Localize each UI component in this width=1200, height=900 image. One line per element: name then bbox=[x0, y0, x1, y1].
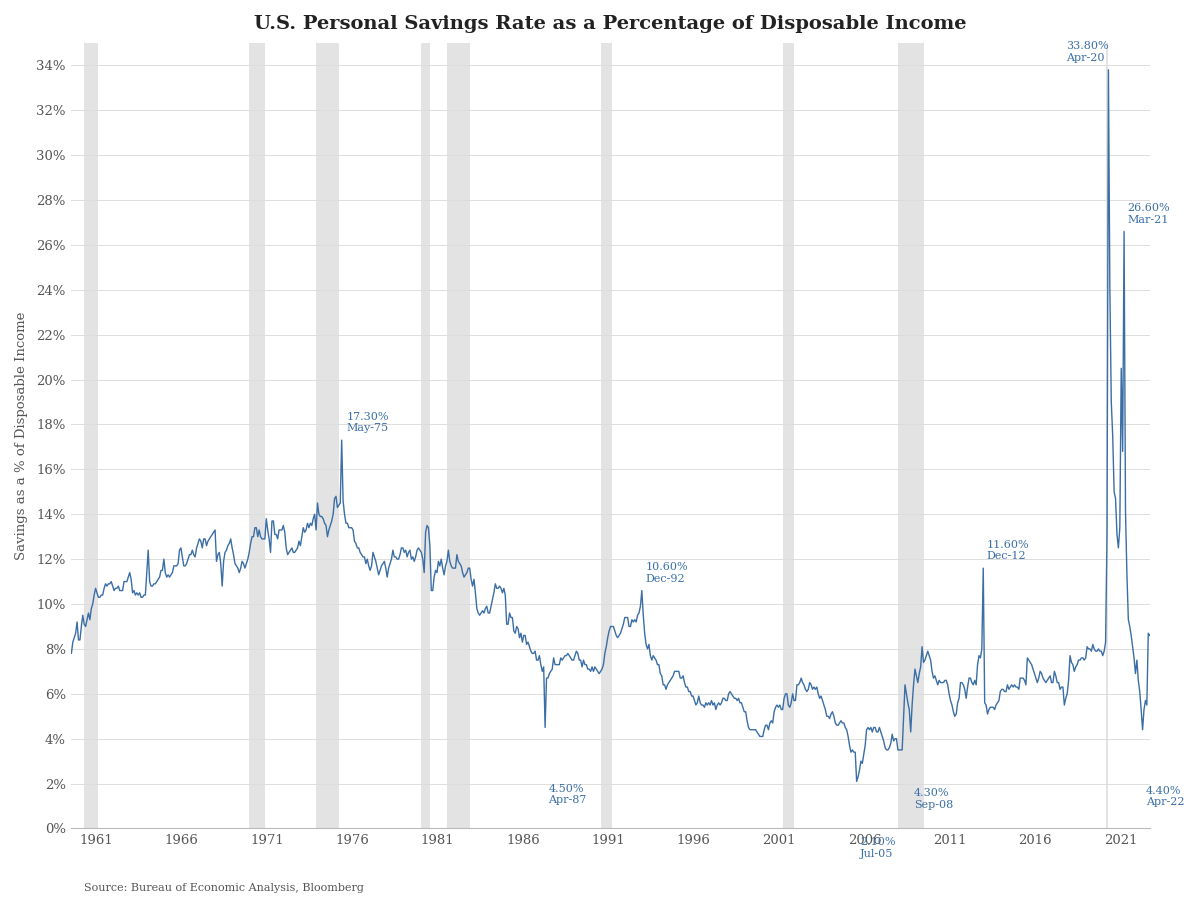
Bar bbox=[1105, 43, 1109, 829]
Text: 17.30%
May-75: 17.30% May-75 bbox=[347, 412, 389, 434]
Bar bbox=[446, 43, 469, 829]
Bar bbox=[316, 43, 338, 829]
Text: 11.60%
Dec-12: 11.60% Dec-12 bbox=[986, 540, 1030, 562]
Bar bbox=[250, 43, 265, 829]
Bar bbox=[84, 43, 98, 829]
Bar bbox=[600, 43, 612, 829]
Bar bbox=[898, 43, 924, 829]
Title: U.S. Personal Savings Rate as a Percentage of Disposable Income: U.S. Personal Savings Rate as a Percenta… bbox=[254, 15, 967, 33]
Text: 2.10%
Jul-05: 2.10% Jul-05 bbox=[860, 838, 895, 860]
Text: 4.40%
Apr-22: 4.40% Apr-22 bbox=[1146, 786, 1184, 807]
Text: 4.30%
Sep-08: 4.30% Sep-08 bbox=[914, 788, 953, 810]
Y-axis label: Savings as a % of Disposable Income: Savings as a % of Disposable Income bbox=[14, 311, 28, 560]
Text: 10.60%
Dec-92: 10.60% Dec-92 bbox=[646, 562, 688, 584]
Text: 26.60%
Mar-21: 26.60% Mar-21 bbox=[1128, 203, 1170, 225]
Text: 33.80%
Apr-20: 33.80% Apr-20 bbox=[1066, 41, 1109, 63]
Bar bbox=[782, 43, 794, 829]
Text: 4.50%
Apr-87: 4.50% Apr-87 bbox=[548, 784, 587, 806]
Text: Source: Bureau of Economic Analysis, Bloomberg: Source: Bureau of Economic Analysis, Blo… bbox=[84, 883, 364, 893]
Bar bbox=[421, 43, 430, 829]
